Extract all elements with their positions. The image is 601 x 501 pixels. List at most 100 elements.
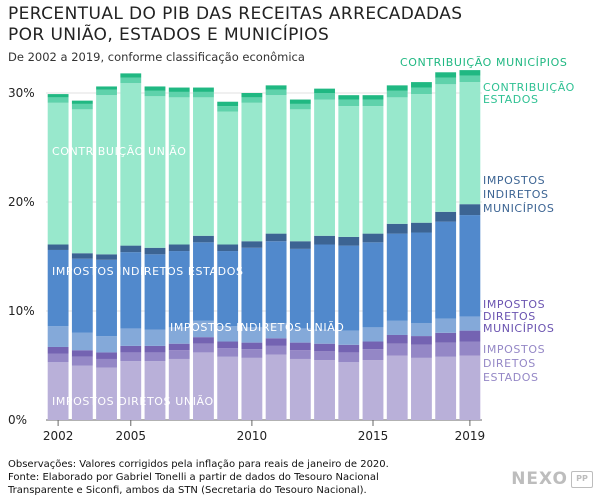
- series-label-line: IMPOSTOS: [483, 174, 545, 187]
- bar-segment: [71, 253, 93, 259]
- bar-segment: [217, 356, 239, 420]
- logo-mark-icon: PP: [571, 470, 593, 488]
- bar-segment: [459, 82, 481, 205]
- bar-segment: [120, 352, 142, 362]
- bar-segment: [241, 349, 263, 358]
- series-label: CONTRIBUIÇÃO ESTADOS: [483, 81, 575, 106]
- bar-segment: [120, 245, 142, 253]
- series-label: IMPOSTOS DIRETOS MUNICÍPIOS: [483, 298, 554, 335]
- series-label-line: IMPOSTOS INDIRETOS ESTADOS: [52, 265, 244, 278]
- series-label-line: CONTRIBUIÇÃO MUNICÍPIOS: [400, 56, 567, 69]
- bar-segment: [435, 84, 457, 212]
- bar-segment: [362, 349, 384, 361]
- bar-segment: [338, 330, 360, 345]
- bar-segment: [217, 341, 239, 349]
- bar-segment: [265, 89, 287, 96]
- bar-segment: [193, 87, 214, 92]
- bar-segment: [265, 95, 287, 234]
- bar-segment: [168, 350, 190, 359]
- bar-segment: [96, 367, 117, 420]
- bar-segment: [338, 362, 360, 420]
- footnote: Observações: Valores corrigidos pela inf…: [8, 458, 448, 497]
- bar-segment: [289, 350, 311, 359]
- bar-segment: [435, 342, 457, 357]
- series-label-line: MUNICÍPIOS: [483, 322, 554, 335]
- bar-segment: [47, 353, 69, 363]
- bar-segment: [289, 342, 311, 351]
- y-axis: 0% 10% 20% 30%: [8, 86, 35, 427]
- bar-segment: [168, 97, 190, 245]
- bar-segment: [241, 342, 263, 350]
- bar-segment: [314, 360, 335, 420]
- bar-segment: [96, 89, 117, 96]
- bar-segment: [386, 343, 408, 356]
- bar-segment: [168, 327, 190, 344]
- bar-segment: [459, 204, 481, 216]
- bar-segment: [289, 241, 311, 249]
- bar-segment: [96, 95, 117, 255]
- bar-segment: [459, 355, 481, 420]
- bar-segment: [71, 356, 93, 366]
- bar-segment: [144, 329, 166, 346]
- bar-segment: [459, 70, 481, 76]
- bar-segment: [265, 241, 287, 323]
- bar-segment: [338, 245, 360, 331]
- bar-segment: [386, 85, 408, 91]
- bar-segment: [265, 322, 287, 339]
- bar-segment: [217, 106, 239, 112]
- bar-segment: [71, 365, 93, 420]
- x-tick-label: 2019: [455, 429, 486, 443]
- bar-segment: [265, 85, 287, 90]
- bar-segment: [265, 354, 287, 420]
- bar-segment: [314, 88, 335, 93]
- bar-segment: [47, 346, 69, 354]
- bar-segment: [386, 334, 408, 344]
- bar-segment: [338, 106, 360, 237]
- bar-segment: [168, 358, 190, 420]
- series-label-line: DIRETOS: [483, 310, 536, 323]
- bar-segment: [362, 106, 384, 234]
- bar-segment: [47, 102, 69, 245]
- series-label-line: ESTADOS: [483, 93, 539, 106]
- bar-segment: [193, 235, 214, 243]
- y-tick-label: 30%: [8, 86, 35, 100]
- bar-segment: [338, 95, 360, 100]
- bar-segment: [411, 94, 432, 223]
- series-label-line: ESTADOS: [483, 371, 539, 384]
- chart-subtitle: De 2002 a 2019, conforme classificação e…: [8, 50, 305, 64]
- bar-segment: [193, 343, 214, 353]
- bar-segment: [47, 97, 69, 103]
- x-tick-label: 2010: [237, 429, 268, 443]
- bar-segment: [386, 355, 408, 420]
- series-label: CONTRIBUIÇÃO MUNICÍPIOS: [400, 56, 567, 69]
- series-label-line: IMPOSTOS DIRETOS UNIÃO: [52, 395, 214, 408]
- bar-segment: [193, 97, 214, 236]
- bar-segment: [411, 357, 432, 420]
- bar-segment: [435, 211, 457, 222]
- bar-segment: [265, 233, 287, 242]
- bar-segment: [314, 93, 335, 100]
- bar-segment: [459, 316, 481, 331]
- bar-segment: [120, 328, 142, 346]
- y-tick-label: 10%: [8, 304, 35, 318]
- bar-segment: [435, 356, 457, 420]
- bar-segment: [217, 348, 239, 357]
- bar-segment: [241, 241, 263, 248]
- bar-segment: [241, 327, 263, 343]
- y-tick-label: 20%: [8, 195, 35, 209]
- bar-segment: [71, 109, 93, 254]
- bar-segment: [71, 100, 93, 104]
- bar-segment: [265, 338, 287, 346]
- bar-segment: [362, 360, 384, 420]
- series-label: IMPOSTOS DIRETOS UNIÃO: [52, 395, 214, 408]
- bar-segment: [193, 352, 214, 420]
- bar-segment: [362, 95, 384, 100]
- bar-segment: [411, 87, 432, 95]
- bar-segment: [289, 99, 311, 104]
- bar-segment: [144, 96, 166, 248]
- bar-segment: [120, 73, 142, 78]
- bar-segment: [435, 77, 457, 85]
- bar-segment: [168, 251, 190, 328]
- bar-segment: [314, 329, 335, 344]
- bar-segment: [120, 361, 142, 420]
